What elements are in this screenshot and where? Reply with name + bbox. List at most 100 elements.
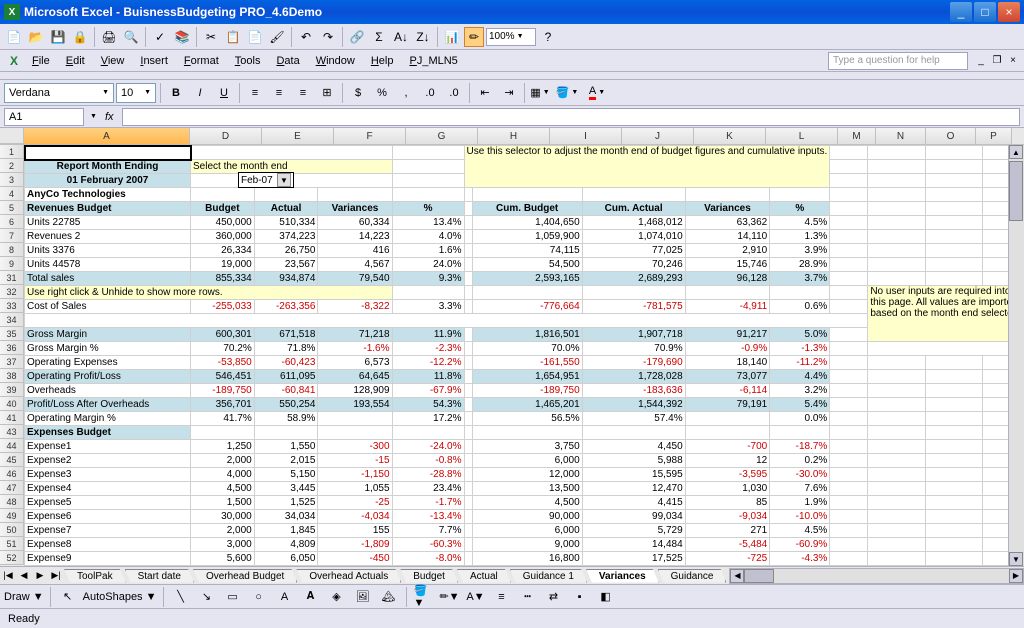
arrow-icon[interactable]: ↘	[196, 587, 218, 607]
3d-button[interactable]: ◧	[595, 587, 617, 607]
sheet-tab-start-date[interactable]: Start date	[125, 569, 194, 583]
row-header-38[interactable]: 38	[0, 369, 24, 383]
column-header-H[interactable]: H	[478, 128, 550, 144]
row-header-40[interactable]: 40	[0, 397, 24, 411]
column-header-L[interactable]: L	[766, 128, 838, 144]
sheet-tab-variances[interactable]: Variances	[586, 569, 659, 583]
column-header-A[interactable]: A	[24, 128, 190, 144]
menu-edit[interactable]: Edit	[58, 53, 93, 69]
column-header-D[interactable]: D	[190, 128, 262, 144]
sheet-tab-guidance-1[interactable]: Guidance 1	[510, 569, 587, 583]
textbox-icon[interactable]: A	[274, 587, 296, 607]
scroll-up-button[interactable]: ▲	[1009, 145, 1023, 159]
row-header-44[interactable]: 44	[0, 439, 24, 453]
increase-indent-button[interactable]: ⇥	[498, 83, 520, 103]
autoshapes-menu[interactable]: AutoShapes ▼	[83, 591, 157, 603]
currency-button[interactable]: $	[347, 83, 369, 103]
column-header-N[interactable]: N	[876, 128, 926, 144]
oval-icon[interactable]: ○	[248, 587, 270, 607]
research-icon[interactable]: 📚	[172, 27, 192, 47]
row-header-50[interactable]: 50	[0, 523, 24, 537]
name-box[interactable]: A1	[4, 108, 84, 126]
tab-next-button[interactable]: ▶	[32, 568, 48, 584]
help-search-input[interactable]: Type a question for help	[828, 52, 968, 70]
vertical-scrollbar[interactable]: ▲ ▼	[1008, 145, 1024, 566]
sheet-tab-guidance[interactable]: Guidance	[658, 569, 727, 583]
font-color-button[interactable]: A▼	[583, 83, 611, 103]
row-header-36[interactable]: 36	[0, 341, 24, 355]
font-name-select[interactable]: Verdana▼	[4, 83, 114, 103]
decrease-decimal-button[interactable]: .0	[443, 83, 465, 103]
workbook-restore-button[interactable]: ❐	[990, 54, 1004, 68]
row-header-9[interactable]: 9	[0, 257, 24, 271]
line-icon[interactable]: ╲	[170, 587, 192, 607]
row-header-43[interactable]: 43	[0, 425, 24, 439]
redo-icon[interactable]: ↷	[318, 27, 338, 47]
zoom-select[interactable]: 100%▼	[486, 28, 536, 46]
excel-app-icon[interactable]: X	[4, 51, 24, 71]
bold-button[interactable]: B	[165, 83, 187, 103]
increase-decimal-button[interactable]: .0	[419, 83, 441, 103]
column-header-E[interactable]: E	[262, 128, 334, 144]
column-header-P[interactable]: P	[976, 128, 1012, 144]
hscroll-thumb[interactable]	[744, 569, 774, 583]
italic-button[interactable]: I	[189, 83, 211, 103]
arrow-style-button[interactable]: ⇄	[543, 587, 565, 607]
column-header-F[interactable]: F	[334, 128, 406, 144]
menu-pj_mln5[interactable]: PJ_MLN5	[401, 53, 465, 69]
row-header-41[interactable]: 41	[0, 411, 24, 425]
clipart-icon[interactable]: 🖼	[352, 587, 374, 607]
menu-help[interactable]: Help	[363, 53, 402, 69]
row-header-52[interactable]: 52	[0, 551, 24, 565]
tab-prev-button[interactable]: ◀	[16, 568, 32, 584]
column-header-G[interactable]: G	[406, 128, 478, 144]
hyperlink-icon[interactable]: 🔗	[347, 27, 367, 47]
row-header-6[interactable]: 6	[0, 215, 24, 229]
month-selector-dropdown[interactable]: Feb-07 ▼	[238, 172, 294, 188]
row-header-4[interactable]: 4	[0, 187, 24, 201]
workbook-close-button[interactable]: ×	[1006, 54, 1020, 68]
save-icon[interactable]: 💾	[48, 27, 68, 47]
fx-button[interactable]: fx	[101, 111, 118, 123]
tab-last-button[interactable]: ▶|	[48, 568, 64, 584]
row-header-39[interactable]: 39	[0, 383, 24, 397]
borders-button[interactable]: ▦▼	[529, 83, 551, 103]
line-color-button[interactable]: ✏▼	[439, 587, 461, 607]
sheet-tab-actual[interactable]: Actual	[457, 569, 511, 583]
cells-grid[interactable]: Use this selector to adjust the month en…	[24, 145, 1024, 566]
vscroll-thumb[interactable]	[1009, 161, 1023, 221]
minimize-button[interactable]: _	[950, 2, 972, 22]
column-header-J[interactable]: J	[622, 128, 694, 144]
scroll-right-button[interactable]: ▶	[1009, 569, 1023, 583]
row-header-47[interactable]: 47	[0, 481, 24, 495]
row-header-33[interactable]: 33	[0, 299, 24, 313]
column-header-M[interactable]: M	[838, 128, 876, 144]
row-header-31[interactable]: 31	[0, 271, 24, 285]
cut-icon[interactable]: ✂	[201, 27, 221, 47]
sheet-tab-overhead-actuals[interactable]: Overhead Actuals	[296, 569, 401, 583]
row-header-45[interactable]: 45	[0, 453, 24, 467]
tab-first-button[interactable]: |◀	[0, 568, 16, 584]
sheet-tab-budget[interactable]: Budget	[400, 569, 458, 583]
diagram-icon[interactable]: ◈	[326, 587, 348, 607]
draw-menu[interactable]: Draw ▼	[4, 591, 44, 603]
undo-icon[interactable]: ↶	[296, 27, 316, 47]
menu-format[interactable]: Format	[176, 53, 227, 69]
sort-desc-icon[interactable]: Z↓	[413, 27, 433, 47]
maximize-button[interactable]: □	[974, 2, 996, 22]
select-objects-icon[interactable]: ↖	[57, 587, 79, 607]
font-size-select[interactable]: 10▼	[116, 83, 156, 103]
row-header-51[interactable]: 51	[0, 537, 24, 551]
cell-A1[interactable]	[25, 146, 191, 160]
namebox-dropdown-icon[interactable]: ▼	[90, 113, 97, 120]
scroll-down-button[interactable]: ▼	[1009, 552, 1023, 566]
merge-center-button[interactable]: ⊞	[316, 83, 338, 103]
permission-icon[interactable]: 🔒	[70, 27, 90, 47]
row-header-34[interactable]: 34	[0, 313, 24, 327]
rectangle-icon[interactable]: ▭	[222, 587, 244, 607]
column-header-K[interactable]: K	[694, 128, 766, 144]
row-header-7[interactable]: 7	[0, 229, 24, 243]
row-header-48[interactable]: 48	[0, 495, 24, 509]
spelling-icon[interactable]: ✓	[150, 27, 170, 47]
help-icon[interactable]: ?	[538, 27, 558, 47]
